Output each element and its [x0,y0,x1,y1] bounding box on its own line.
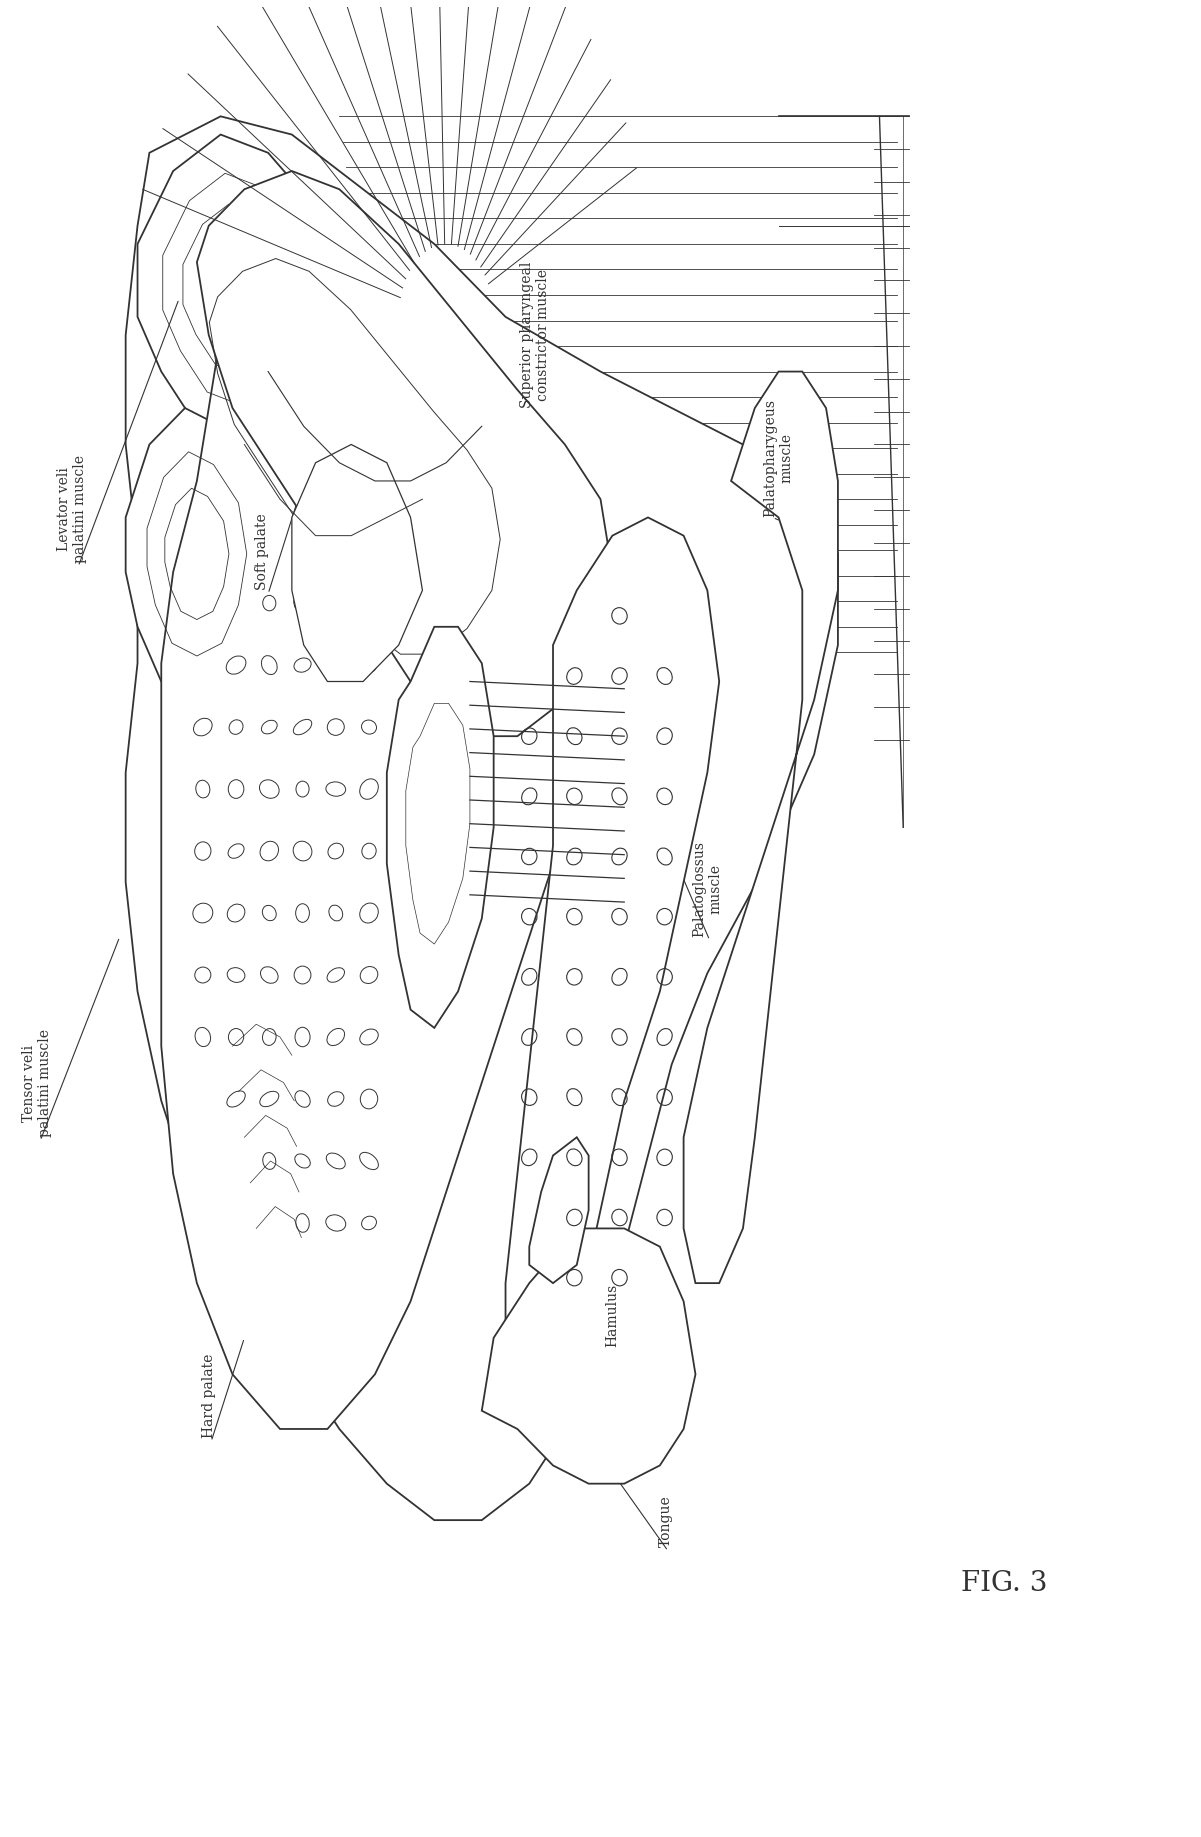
Polygon shape [138,134,340,445]
Polygon shape [161,189,576,1429]
Polygon shape [506,518,719,1411]
Polygon shape [126,408,268,700]
Polygon shape [387,626,494,1029]
Text: Hard palate: Hard palate [202,1354,216,1438]
Polygon shape [530,1137,588,1282]
Text: Palatoglossus
muscle: Palatoglossus muscle [692,841,723,937]
Text: Soft palate: Soft palate [255,514,269,590]
Polygon shape [683,371,838,1282]
Polygon shape [292,445,423,682]
Text: FIG. 3: FIG. 3 [961,1571,1047,1598]
Text: Tongue: Tongue [659,1495,673,1547]
Text: Hamulus: Hamulus [605,1284,620,1347]
Text: Tensor veli
palatini muscle: Tensor veli palatini muscle [22,1029,52,1137]
Polygon shape [197,171,613,737]
Polygon shape [126,116,838,1521]
Text: Palatopharygeus
muscle: Palatopharygeus muscle [764,399,794,518]
Text: Superior pharyngeal
constrictor muscle: Superior pharyngeal constrictor muscle [520,261,550,408]
Text: Levator veli
palatini muscle: Levator veli palatini muscle [58,456,88,562]
Polygon shape [482,1229,695,1484]
